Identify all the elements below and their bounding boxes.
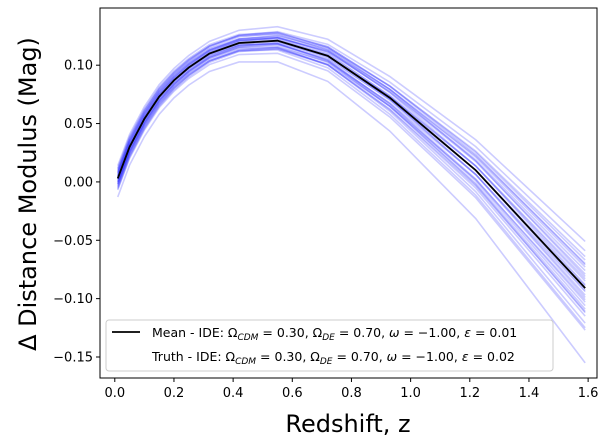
- legend-box: [105, 319, 554, 372]
- y-tick-label: −0.15: [53, 350, 93, 365]
- realization-line-26: [117, 48, 586, 301]
- realization-line-18: [117, 41, 586, 280]
- x-tick-label: 1.0: [400, 386, 421, 401]
- y-tick-label: −0.10: [53, 292, 93, 307]
- axis-ticks: 0.0 0.2 0.4 0.6 0.8 1.0 1.2 1.4 1.6 0.10 0.05 0.00 −…: [53, 59, 598, 401]
- x-tick-label: 0.4: [223, 386, 244, 401]
- realization-line-6: [117, 35, 586, 268]
- x-tick-label: 1.4: [519, 386, 540, 401]
- x-tick-label: 0.6: [282, 386, 303, 401]
- realization-line-21: [117, 31, 586, 266]
- x-axis-title: Redshift, z: [285, 410, 410, 438]
- y-tick-label: −0.05: [53, 234, 93, 249]
- realization-line-13: [117, 25, 586, 243]
- realization-line-25: [117, 31, 586, 278]
- realization-line-23: [117, 34, 586, 258]
- y-axis-title: Δ Distance Modulus (Mag): [14, 37, 42, 351]
- y-tick-label: 0.00: [64, 175, 93, 190]
- series-lines: [116, 25, 586, 364]
- realization-line-15: [117, 33, 586, 286]
- realization-line-10: [117, 30, 586, 252]
- realization-line-8: [117, 32, 586, 261]
- realization-line-14: [116, 61, 586, 364]
- realization-line-22: [117, 48, 586, 312]
- realization-line-12: [117, 52, 586, 331]
- realization-line-11: [117, 49, 586, 329]
- realization-line-16: [117, 46, 586, 293]
- legend-truth-label: Truth - IDE: ΩCDM = 0.30, ΩDE = 0.70, ω …: [151, 349, 515, 367]
- realization-line-30: [117, 42, 586, 314]
- x-tick-label: 0.2: [164, 386, 185, 401]
- y-tick-label: 0.10: [64, 59, 93, 74]
- x-tick-label: 1.6: [578, 386, 599, 401]
- realization-line-27: [117, 36, 586, 291]
- realization-line-9: [117, 47, 586, 317]
- legend-mean-label: Mean - IDE: ΩCDM = 0.30, ΩDE = 0.70, ω =…: [152, 325, 517, 343]
- x-tick-label: 0.8: [341, 386, 362, 401]
- mean-line: [116, 39, 586, 289]
- realization-line-5: [117, 43, 586, 303]
- x-tick-label: 0.0: [104, 386, 125, 401]
- realization-line-28: [117, 43, 586, 287]
- plot-frame: [99, 7, 598, 379]
- realization-line-4: [117, 36, 586, 275]
- y-tick-label: 0.05: [64, 117, 93, 132]
- x-tick-label: 1.2: [459, 386, 480, 401]
- legend: Mean - IDE: ΩCDM = 0.30, ΩDE = 0.70, ω =…: [105, 319, 554, 372]
- realization-line-7: [117, 44, 586, 310]
- realization-line-17: [117, 37, 586, 298]
- realization-line-24: [117, 46, 586, 324]
